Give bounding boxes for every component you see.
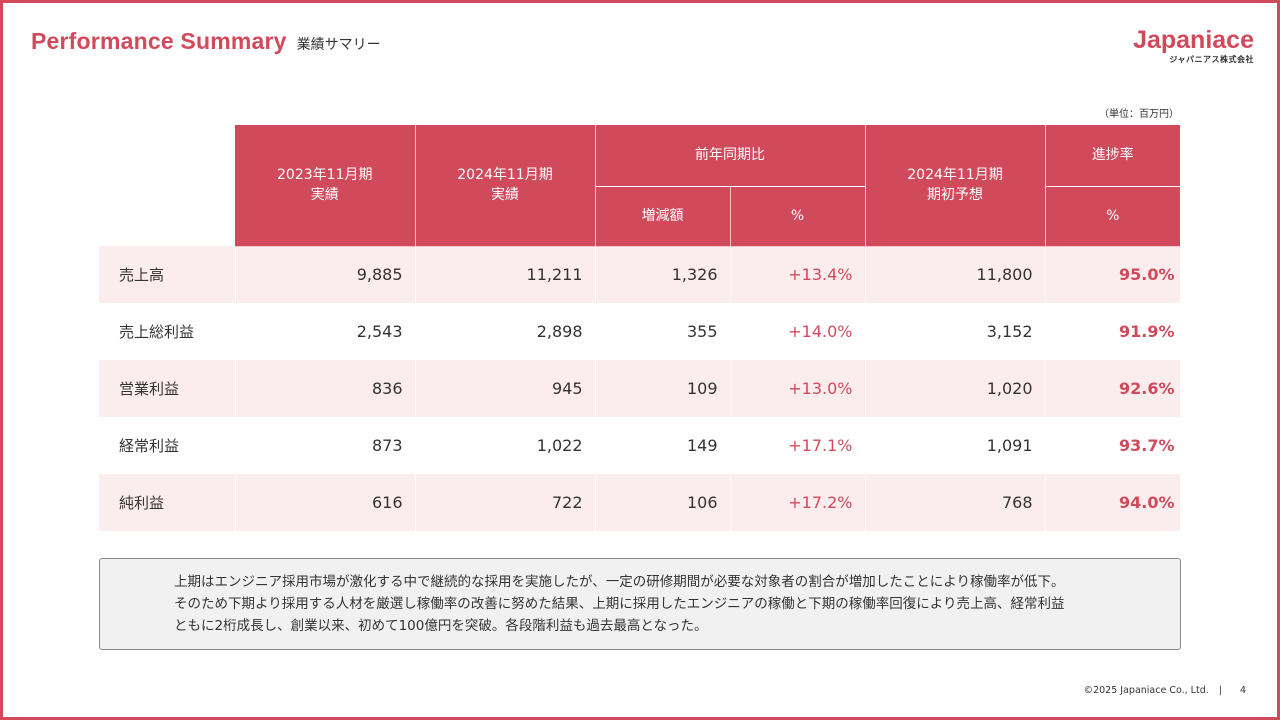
cell-change-pct: +13.0% [730, 360, 866, 417]
header-fy2024-actual: 2024年11月期 実績 [415, 125, 596, 247]
cell-fy2023: 9,885 [235, 246, 416, 303]
cell-fy2023: 2,543 [235, 303, 416, 360]
performance-table: 2023年11月期 実績 2024年11月期 実績 前年同期比 2024年11月… [99, 125, 1181, 531]
cell-change: 109 [595, 360, 731, 417]
row-label: 経常利益 [99, 417, 236, 474]
header-fy2023-actual: 2023年11月期 実績 [235, 125, 416, 247]
page-number: 4 [1239, 685, 1246, 696]
cell-forecast: 1,091 [865, 417, 1046, 474]
footer: ©2025 Japaniace Co., Ltd. | 4 [1084, 685, 1246, 696]
commentary-line: ともに2桁成長し、創業以来、初めて100億円を突破。各段階利益も過去最高となった… [174, 618, 708, 634]
row-label: 売上総利益 [99, 303, 236, 360]
row-label: 売上高 [99, 246, 236, 303]
cell-change: 149 [595, 417, 731, 474]
title-english: Performance Summary [31, 28, 287, 54]
cell-change-pct: +14.0% [730, 303, 866, 360]
row-label: 純利益 [99, 474, 236, 531]
cell-change: 106 [595, 474, 731, 531]
cell-progress: 93.7% [1045, 417, 1181, 474]
cell-progress: 94.0% [1045, 474, 1181, 531]
unit-note: （単位：百万円） [1099, 109, 1179, 120]
table-row: 経常利益 873 1,022 149 +17.1% 1,091 93.7% [99, 417, 1181, 474]
cell-forecast: 768 [865, 474, 1046, 531]
cell-change-pct: +17.2% [730, 474, 866, 531]
header-progress-group: 進捗率 [1045, 125, 1180, 187]
header-progress-percent: % [1045, 186, 1180, 247]
cell-fy2024: 945 [415, 360, 596, 417]
header-blank-cell [99, 125, 235, 246]
page-title: Performance Summary 業績サマリー [31, 28, 381, 55]
cell-change-pct: +13.4% [730, 246, 866, 303]
table-row: 純利益 616 722 106 +17.2% 768 94.0% [99, 474, 1181, 531]
cell-fy2024: 11,211 [415, 246, 596, 303]
cell-fy2024: 1,022 [415, 417, 596, 474]
table-row: 売上総利益 2,543 2,898 355 +14.0% 3,152 91.9% [99, 303, 1181, 360]
commentary-box: 上期はエンジニア採用市場が激化する中で継続的な採用を実施したが、一定の研修期間が… [99, 558, 1181, 650]
header-yoy-amount: 増減額 [595, 186, 731, 247]
cell-forecast: 3,152 [865, 303, 1046, 360]
cell-change: 355 [595, 303, 731, 360]
cell-fy2023: 836 [235, 360, 416, 417]
cell-forecast: 11,800 [865, 246, 1046, 303]
commentary-line: 上期はエンジニア採用市場が激化する中で継続的な採用を実施したが、一定の研修期間が… [174, 574, 1065, 590]
header-yoy-group: 前年同期比 [595, 125, 866, 187]
row-label: 営業利益 [99, 360, 236, 417]
header-yoy-percent: % [730, 186, 866, 247]
commentary-line: そのため下期より採用する人材を厳選し稼働率の改善に努めた結果、上期に採用したエン… [174, 596, 1065, 612]
footer-separator: | [1218, 685, 1222, 696]
cell-change: 1,326 [595, 246, 731, 303]
cell-fy2024: 722 [415, 474, 596, 531]
cell-progress: 95.0% [1045, 246, 1181, 303]
header-fy2024-forecast: 2024年11月期 期初予想 [865, 125, 1046, 247]
logo-subtitle: ジャパニアス株式会社 [1169, 55, 1254, 64]
cell-forecast: 1,020 [865, 360, 1046, 417]
copyright-text: ©2025 Japaniace Co., Ltd. [1083, 685, 1209, 696]
cell-fy2023: 616 [235, 474, 416, 531]
table-row: 営業利益 836 945 109 +13.0% 1,020 92.6% [99, 360, 1181, 417]
logo-wordmark: Japaniace [1133, 26, 1254, 54]
cell-progress: 91.9% [1045, 303, 1181, 360]
table-row: 売上高 9,885 11,211 1,326 +13.4% 11,800 95.… [99, 246, 1181, 303]
company-logo: Japaniace ジャパニアス株式会社 [1133, 27, 1254, 65]
cell-progress: 92.6% [1045, 360, 1181, 417]
cell-fy2023: 873 [235, 417, 416, 474]
cell-change-pct: +17.1% [730, 417, 866, 474]
title-japanese: 業績サマリー [296, 37, 381, 53]
cell-fy2024: 2,898 [415, 303, 596, 360]
